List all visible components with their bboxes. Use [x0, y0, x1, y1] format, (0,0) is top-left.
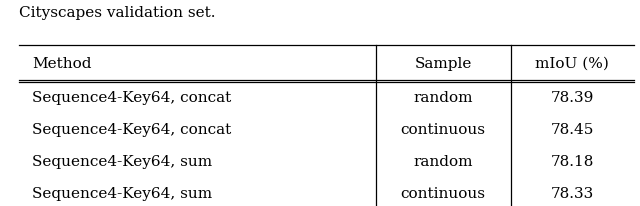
Text: Sequence4-Key64, concat: Sequence4-Key64, concat: [32, 91, 231, 105]
Text: 78.45: 78.45: [550, 123, 594, 137]
Text: 78.33: 78.33: [550, 187, 594, 201]
Text: Sequence4-Key64, sum: Sequence4-Key64, sum: [32, 155, 212, 169]
Text: Method: Method: [32, 57, 92, 71]
Text: continuous: continuous: [401, 187, 486, 201]
Text: Sequence4-Key64, concat: Sequence4-Key64, concat: [32, 123, 231, 137]
Text: mIoU (%): mIoU (%): [535, 57, 609, 71]
Text: Sequence4-Key64, sum: Sequence4-Key64, sum: [32, 187, 212, 201]
Text: random: random: [413, 91, 473, 105]
Text: continuous: continuous: [401, 123, 486, 137]
Text: Cityscapes validation set.: Cityscapes validation set.: [19, 6, 216, 20]
Text: random: random: [413, 155, 473, 169]
Text: Sample: Sample: [415, 57, 472, 71]
Text: 78.39: 78.39: [550, 91, 594, 105]
Text: 78.18: 78.18: [550, 155, 594, 169]
